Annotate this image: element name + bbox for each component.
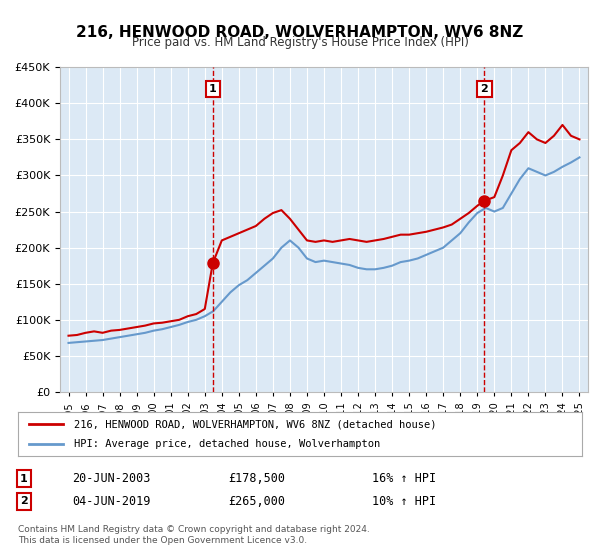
Text: 04-JUN-2019: 04-JUN-2019 [72,494,151,508]
Text: 216, HENWOOD ROAD, WOLVERHAMPTON, WV6 8NZ: 216, HENWOOD ROAD, WOLVERHAMPTON, WV6 8N… [76,25,524,40]
Text: 2: 2 [20,496,28,506]
Text: This data is licensed under the Open Government Licence v3.0.: This data is licensed under the Open Gov… [18,536,307,545]
Text: 10% ↑ HPI: 10% ↑ HPI [372,494,436,508]
Text: £178,500: £178,500 [228,472,285,486]
Text: Price paid vs. HM Land Registry's House Price Index (HPI): Price paid vs. HM Land Registry's House … [131,36,469,49]
Text: 20-JUN-2003: 20-JUN-2003 [72,472,151,486]
Text: £265,000: £265,000 [228,494,285,508]
Text: 1: 1 [209,84,217,94]
Text: Contains HM Land Registry data © Crown copyright and database right 2024.: Contains HM Land Registry data © Crown c… [18,525,370,534]
Text: HPI: Average price, detached house, Wolverhampton: HPI: Average price, detached house, Wolv… [74,439,380,449]
Text: 16% ↑ HPI: 16% ↑ HPI [372,472,436,486]
Text: 1: 1 [20,474,28,484]
Text: 216, HENWOOD ROAD, WOLVERHAMPTON, WV6 8NZ (detached house): 216, HENWOOD ROAD, WOLVERHAMPTON, WV6 8N… [74,419,437,429]
Text: 2: 2 [481,84,488,94]
